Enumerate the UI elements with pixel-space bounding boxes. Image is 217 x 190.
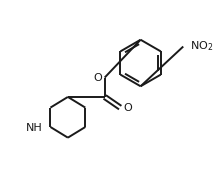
Text: NH: NH <box>26 123 43 133</box>
Text: NO$_2$: NO$_2$ <box>190 40 213 53</box>
Text: O: O <box>94 73 102 82</box>
Text: O: O <box>124 103 132 113</box>
